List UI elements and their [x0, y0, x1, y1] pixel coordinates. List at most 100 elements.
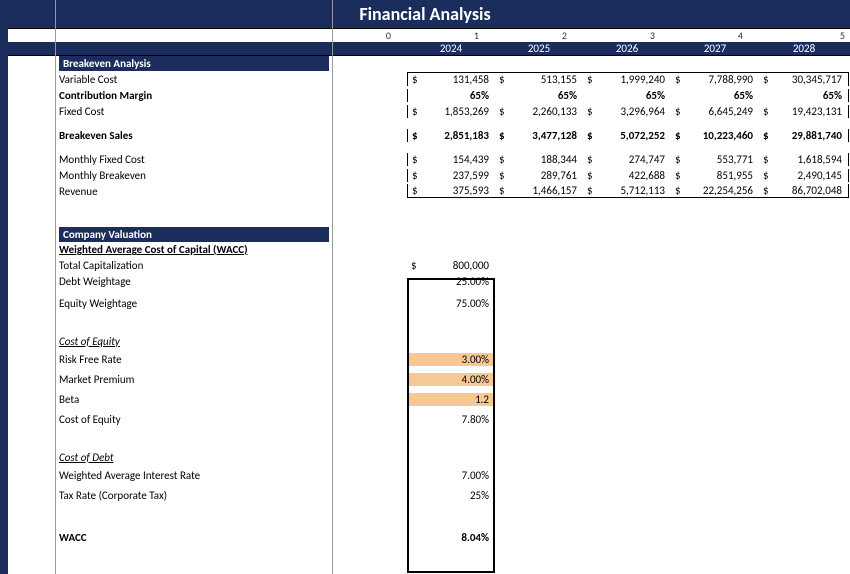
dollar-sign: $: [495, 184, 507, 197]
year-header: 2024: [407, 42, 495, 55]
table-cell: 65%: [495, 89, 583, 102]
year-header: 2027: [671, 42, 759, 55]
row-label: Tax Rate (Corporate Tax): [0, 489, 350, 502]
row-label: Contribution Margin: [0, 89, 350, 102]
col-index: 4: [659, 29, 747, 42]
cell-value: 65%: [408, 89, 489, 102]
dollar-sign: $: [583, 73, 595, 86]
cell-value: 1,466,157: [507, 184, 577, 197]
row-label: Revenue: [0, 185, 350, 198]
table-cell: $553,771: [671, 153, 759, 166]
wacc-title: Weighted Average Cost of Capital (WACC): [0, 243, 350, 256]
table-cell: $19,423,131: [759, 105, 849, 118]
cell-value: 2,851,183: [420, 129, 489, 142]
table-cell: 65%: [407, 89, 495, 102]
table-cell: $1,853,269: [407, 105, 495, 118]
dollar-sign: $: [583, 129, 595, 142]
table-row: Total Capitalization$800,000: [0, 257, 850, 273]
dollar-sign: $: [671, 105, 683, 118]
cell-value: 10,223,460: [683, 129, 753, 142]
cell-value: 7,788,990: [683, 73, 753, 86]
breakeven-sales-row: Breakeven Sales $2,851,183$3,477,128$5,0…: [0, 127, 850, 143]
cell-value: 6,645,249: [683, 105, 753, 118]
cell-value: 3,296,964: [595, 105, 665, 118]
row-label: WACC: [0, 531, 350, 544]
cell-value: 65%: [495, 89, 577, 102]
cell-value: 131,458: [420, 73, 489, 86]
dollar-sign: $: [583, 105, 595, 118]
cell-value: 513,155: [507, 73, 577, 86]
table-cell: $237,599: [407, 169, 495, 182]
dollar-sign: $: [408, 184, 420, 197]
table-cell: $3,477,128: [495, 129, 583, 142]
row-label: Monthly Fixed Cost: [0, 153, 350, 166]
cell-value: 2,260,133: [507, 105, 577, 118]
cell-value: 5,072,252: [595, 129, 665, 142]
year-header: 2026: [583, 42, 671, 55]
row-label: Weighted Average Interest Rate: [0, 469, 350, 482]
table-cell: $5,712,113: [583, 184, 671, 198]
table-cell: $1,466,157: [495, 184, 583, 198]
dollar-sign: $: [495, 129, 507, 142]
dollar-sign: $: [759, 184, 771, 197]
dollar-sign: $: [759, 129, 771, 142]
cell-value: 19,423,131: [771, 105, 842, 118]
row-label: Breakeven Sales: [0, 129, 350, 142]
dollar-sign: $: [495, 73, 507, 86]
cell-value: 289,761: [507, 169, 577, 182]
dollar-sign: $: [671, 153, 683, 166]
vertical-separator-1: [55, 0, 56, 574]
table-cell: $30,345,717: [759, 72, 849, 86]
cell-value: 154,439: [420, 153, 489, 166]
cell-value: 65%: [759, 89, 842, 102]
row-label: Equity Weightage: [0, 297, 350, 310]
table-cell: 65%: [759, 89, 849, 102]
table-cell: 65%: [671, 89, 759, 102]
dollar-sign: $: [408, 169, 420, 182]
section-header-valuation: Company Valuation: [59, 227, 329, 242]
row-label: Variable Cost: [0, 73, 350, 86]
table-row: Contribution Margin 65% 65% 65% 65% 65%: [0, 87, 850, 103]
table-row: Fixed Cost$1,853,269$2,260,133$3,296,964…: [0, 103, 850, 119]
cell-value: 1,618,594: [771, 153, 842, 166]
cell-value: 422,688: [595, 169, 665, 182]
table-cell: $10,223,460: [671, 129, 759, 142]
cell-value: 1,853,269: [420, 105, 489, 118]
dollar-sign: $: [759, 73, 771, 86]
table-cell: $800,000: [407, 259, 495, 272]
cell-value: 65%: [583, 89, 665, 102]
cell-value: 30,345,717: [771, 73, 842, 86]
cost-of-equity-title: Cost of Equity: [0, 335, 350, 348]
table-cell: $289,761: [495, 169, 583, 182]
table-cell: 65%: [583, 89, 671, 102]
table-cell: $5,072,252: [583, 129, 671, 142]
cost-of-debt-title: Cost of Debt: [0, 451, 350, 464]
table-cell: $3,296,964: [583, 105, 671, 118]
table-cell: $274,747: [583, 153, 671, 166]
col-index: 5: [747, 29, 849, 42]
cell-value: 22,254,256: [683, 184, 753, 197]
row-label: Cost of Equity: [0, 413, 350, 426]
row-label: Beta: [0, 393, 350, 406]
dollar-sign: $: [408, 129, 420, 142]
wacc-value-box: [407, 278, 495, 573]
table-cell: $154,439: [407, 153, 495, 166]
year-header-row: 2024 2025 2026 2027 2028: [0, 42, 850, 56]
cell-value: 5,712,113: [595, 184, 665, 197]
table-cell: $1,999,240: [583, 72, 671, 86]
cell-value: 65%: [671, 89, 753, 102]
table-row: Revenue$375,593$1,466,157$5,712,113$22,2…: [0, 183, 850, 199]
cell-value: 553,771: [683, 153, 753, 166]
row-label: Fixed Cost: [0, 105, 350, 118]
dollar-sign: $: [407, 259, 419, 272]
dollar-sign: $: [671, 169, 683, 182]
dollar-sign: $: [671, 129, 683, 142]
dollar-sign: $: [583, 169, 595, 182]
vertical-separator-2: [332, 0, 333, 574]
table-cell: $2,260,133: [495, 105, 583, 118]
dollar-sign: $: [759, 169, 771, 182]
cell-value: 851,955: [683, 169, 753, 182]
year-header: 2025: [495, 42, 583, 55]
cell-value: 3,477,128: [507, 129, 577, 142]
table-cell: $131,458: [407, 72, 495, 86]
